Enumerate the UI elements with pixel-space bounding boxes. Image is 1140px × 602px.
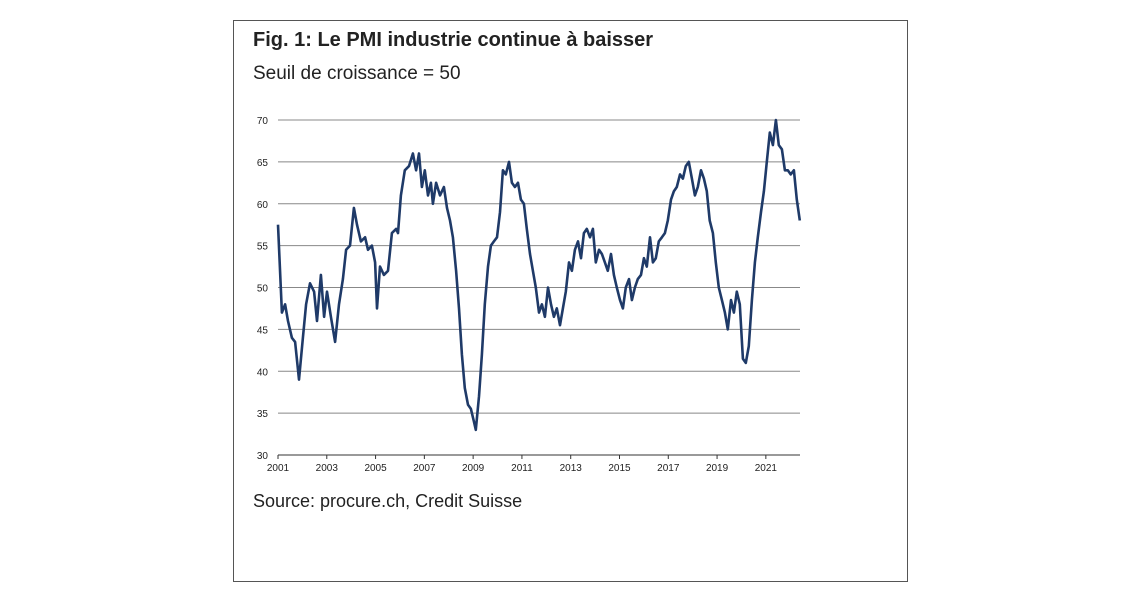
data-line (276, 118, 802, 432)
x-tick-label: 2005 (364, 463, 387, 474)
y-tick-label: 45 (257, 325, 269, 336)
y-tick-label: 35 (257, 409, 269, 420)
y-tick-label: 60 (257, 200, 269, 211)
frame (233, 20, 908, 582)
x-tick-label: 2001 (267, 463, 290, 474)
x-tick-label: 2009 (462, 463, 485, 474)
chart-title: Fig. 1: Le PMI industrie continue à bais… (253, 29, 653, 51)
x-tick-label: 2017 (657, 463, 680, 474)
x-tick-label: 2011 (511, 463, 533, 474)
y-tick-label: 65 (257, 158, 269, 169)
y-tick-label: 50 (257, 284, 269, 295)
source: Source: procure.ch, Credit Suisse (253, 491, 522, 511)
x-tick-label: 2013 (560, 463, 583, 474)
y-tick-label: 40 (257, 367, 269, 378)
x-tick-label: 2007 (413, 463, 436, 474)
y-tick-label: 55 (257, 242, 269, 253)
x-tick-label: 2015 (608, 463, 631, 474)
x-tick-label: 2019 (706, 463, 729, 474)
x-tick-label: 2021 (755, 463, 778, 474)
y-tick-label: 30 (257, 451, 269, 462)
y-tick-label: 70 (257, 116, 269, 127)
chart-subtitle: Seuil de croissance = 50 (253, 63, 461, 84)
x-tick-label: 2003 (316, 463, 339, 474)
